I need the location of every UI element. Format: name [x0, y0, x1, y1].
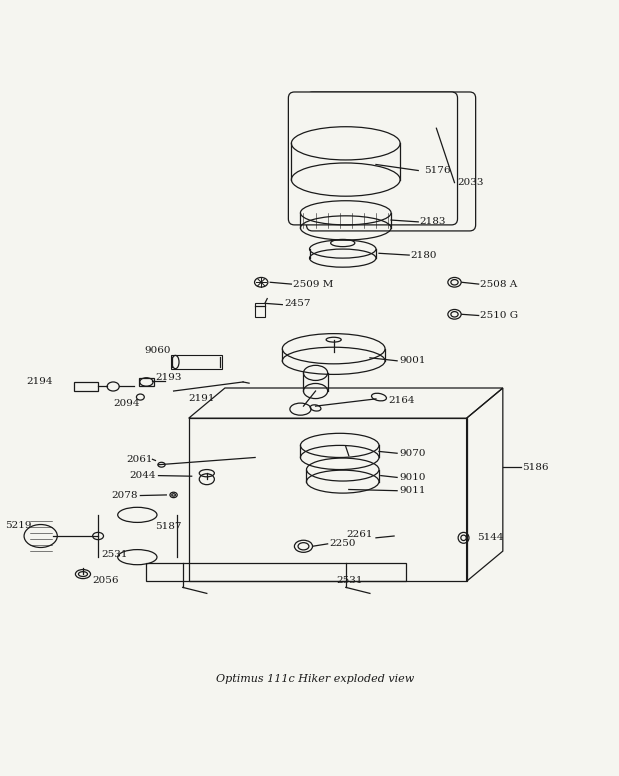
Text: 5176: 5176 [424, 166, 451, 175]
Bar [171, 355, 222, 369]
Text: 5186: 5186 [522, 462, 548, 472]
Text: 2180: 2180 [410, 251, 437, 260]
Text: 2078: 2078 [111, 491, 137, 500]
Text: 2261: 2261 [346, 530, 373, 539]
Text: 2531: 2531 [337, 576, 363, 584]
Text: Optimus 111c Hiker exploded view: Optimus 111c Hiker exploded view [217, 674, 415, 684]
Text: 2509 M: 2509 M [293, 279, 333, 289]
Text: 2457: 2457 [284, 299, 311, 308]
Text: 9060: 9060 [144, 346, 171, 355]
Bar [255, 303, 265, 317]
Text: 2061: 2061 [126, 455, 152, 464]
Text: 9070: 9070 [399, 449, 425, 458]
Text: 5187: 5187 [155, 522, 182, 532]
Text: 2191: 2191 [189, 393, 215, 403]
Text: 9001: 9001 [399, 356, 425, 365]
Text: 2250: 2250 [329, 539, 355, 548]
Text: 2033: 2033 [457, 178, 484, 187]
Text: 9011: 9011 [399, 487, 425, 495]
FancyBboxPatch shape [288, 92, 457, 225]
Text: 2510 G: 2510 G [480, 311, 518, 320]
Text: 2044: 2044 [129, 471, 155, 480]
Text: 2193: 2193 [155, 372, 182, 382]
Text: 2194: 2194 [26, 377, 53, 386]
Text: 2531: 2531 [102, 549, 128, 559]
Text: 2164: 2164 [388, 396, 415, 404]
Text: 9010: 9010 [399, 473, 425, 482]
Bar [74, 382, 98, 391]
Text: 5219: 5219 [5, 521, 32, 530]
Bar [139, 379, 154, 386]
Text: 2094: 2094 [113, 399, 140, 407]
Text: 2056: 2056 [92, 576, 118, 584]
Text: 2183: 2183 [420, 217, 446, 227]
Text: 2508 A: 2508 A [480, 279, 517, 289]
Text: 5144: 5144 [477, 533, 504, 542]
